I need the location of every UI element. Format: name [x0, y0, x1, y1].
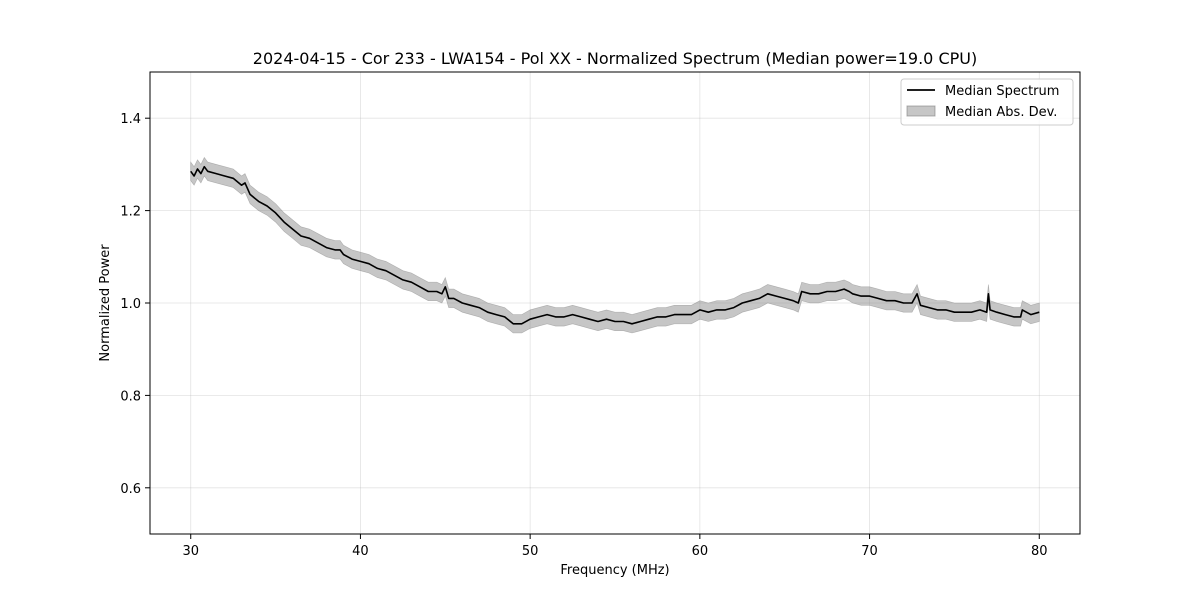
- y-tick-label: 1.2: [120, 205, 141, 220]
- y-axis-label: Normalized Power: [98, 244, 113, 362]
- legend: Median Spectrum Median Abs. Dev.: [900, 78, 1074, 126]
- y-tick-label: 1.0: [120, 297, 141, 312]
- x-tick-label: 30: [182, 544, 199, 559]
- legend-label-median-abs-dev: Median Abs. Dev.: [945, 105, 1057, 120]
- y-axis: 0.6 0.8 1.0 1.2 1.4: [120, 112, 150, 497]
- mad-band-layer: [190, 156, 1040, 334]
- x-tick-label: 50: [522, 544, 539, 559]
- legend-label-median-spectrum: Median Spectrum: [945, 84, 1059, 99]
- x-tick-label: 80: [1031, 544, 1048, 559]
- mad-band: [190, 156, 1040, 334]
- median-line-layer: [190, 165, 1040, 325]
- y-tick-label: 0.8: [120, 389, 141, 404]
- y-tick-label: 0.6: [120, 482, 141, 497]
- legend-band-swatch: [906, 105, 936, 117]
- x-axis: 30 40 50 60 70 80: [182, 534, 1048, 559]
- x-tick-label: 60: [692, 544, 709, 559]
- legend-box: [900, 78, 1074, 126]
- x-axis-label: Frequency (MHz): [560, 563, 669, 578]
- median-spectrum-line: [190, 165, 1040, 325]
- y-tick-label: 1.4: [120, 112, 141, 127]
- x-tick-label: 40: [352, 544, 369, 559]
- chart-title: 2024-04-15 - Cor 233 - LWA154 - Pol XX -…: [253, 49, 977, 68]
- x-tick-label: 70: [861, 544, 878, 559]
